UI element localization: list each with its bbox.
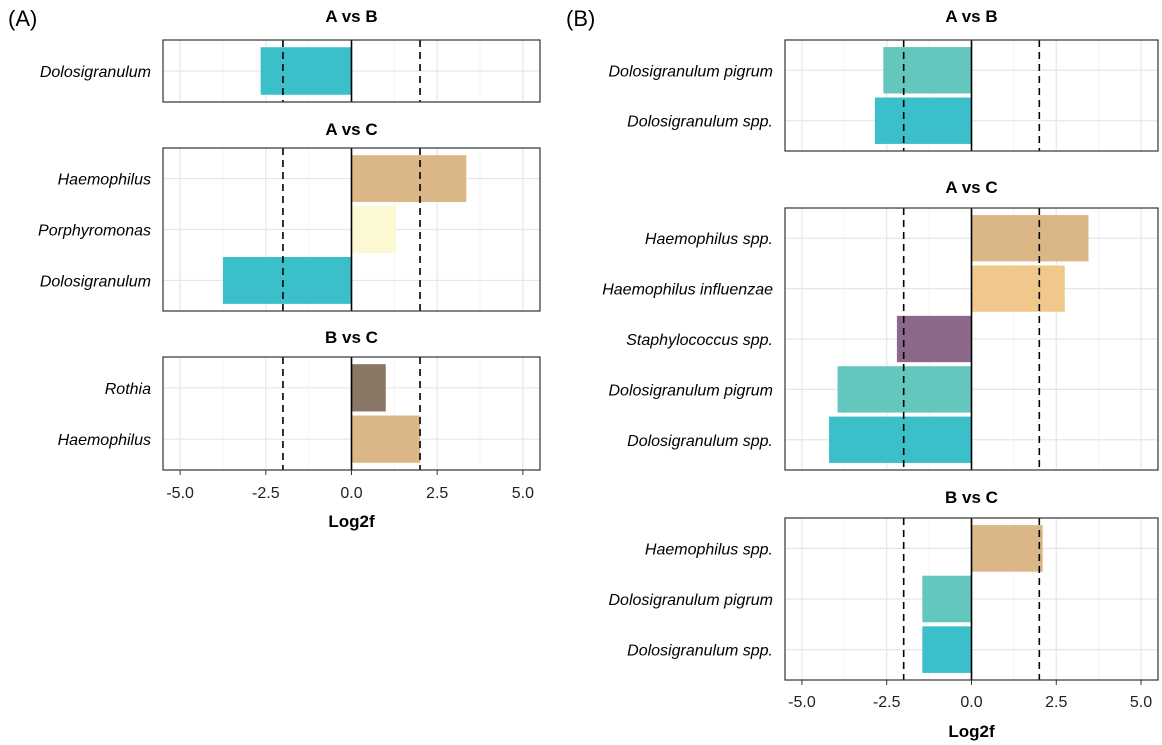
facet-frame [784,39,1159,152]
panel-0: (A) A vs B Dolosigranulum A vs C Haemophilus… [8,6,541,531]
category-label: Dolosigranulum [40,64,151,81]
facet-a-vs-b: A vs B Dolosigranulum [40,7,541,103]
bar [874,97,972,144]
facet-title: A vs C [945,178,997,197]
bar [922,626,972,673]
facet-b-vs-c: B vs C Haemophilus spp. Dolosigranulum pig… [608,488,1159,681]
bar [971,265,1065,312]
panel-label: (B) [566,6,595,31]
category-label: Dolosigranulum pigrum [608,63,773,80]
x-tick-label: -5.0 [788,694,816,711]
category-label: Haemophilus influenzae [602,282,773,299]
facet-a-vs-c: A vs C Haemophilus spp. Haemophilus influe… [602,178,1159,471]
category-label: Haemophilus spp. [645,541,773,558]
category-label: Haemophilus [58,432,151,449]
x-tick-label: 2.5 [1045,694,1067,711]
x-tick-label: 2.5 [426,485,448,502]
category-label: Dolosigranulum [40,273,151,290]
x-axis-title: Log2f [328,512,375,531]
facet-title: A vs C [325,120,377,139]
bar [883,47,972,94]
bar [351,206,397,253]
bar [971,215,1089,262]
x-tick-label: 5.0 [1130,694,1152,711]
bar [260,47,352,95]
x-tick-label: 5.0 [512,485,534,502]
category-label: Porphyromonas [38,223,151,240]
facet-frame [784,207,1159,471]
x-axis-title: Log2f [948,722,995,741]
category-label: Haemophilus spp. [645,231,773,248]
x-tick-label: -2.5 [252,485,280,502]
facet-title: B vs C [945,488,998,507]
x-tick-label: 0.0 [340,485,362,502]
facet-frame [162,39,541,103]
bar [222,257,352,304]
panel-label: (A) [8,6,37,31]
category-label: Dolosigranulum spp. [627,643,773,660]
bar [971,525,1043,572]
category-label: Staphylococcus spp. [626,332,773,349]
x-tick-label: -5.0 [166,485,194,502]
bar [351,155,467,202]
bar [351,364,386,412]
category-label: Dolosigranulum pigrum [608,382,773,399]
facet-a-vs-c: A vs C Haemophilus Porphyromonas Dolosigran… [38,120,541,312]
category-label: Dolosigranulum spp. [627,433,773,450]
category-label: Haemophilus [58,172,151,189]
category-label: Dolosigranulum spp. [627,114,773,131]
facet-b-vs-c: B vs C Rothia Haemophilus [58,328,541,471]
facet-title: A vs B [325,7,377,26]
facet-frame [162,147,541,312]
facet-title: A vs B [945,7,997,26]
bar [837,366,972,413]
bar [829,416,972,463]
facet-a-vs-b: A vs B Dolosigranulum pigrum Dolosigranulu… [608,7,1159,152]
bar [351,415,421,463]
bar [922,575,972,623]
panel-1: (B) A vs B Dolosigranulum pigrum Dolosigran… [566,6,1159,741]
bar [896,315,972,363]
category-label: Dolosigranulum pigrum [608,592,773,609]
x-tick-label: 0.0 [960,694,982,711]
category-label: Rothia [105,381,151,398]
facet-title: B vs C [325,328,378,347]
x-tick-label: -2.5 [873,694,901,711]
